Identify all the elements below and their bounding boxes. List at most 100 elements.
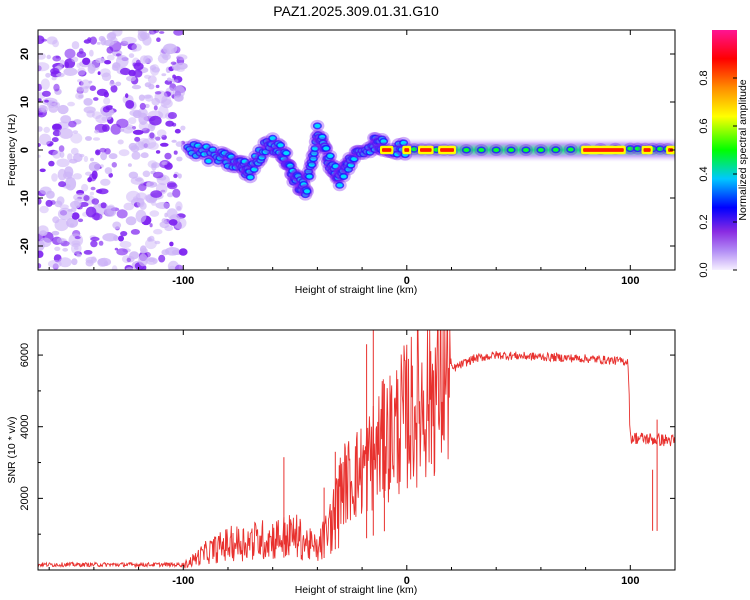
noise-blob bbox=[86, 110, 95, 118]
noise-blob bbox=[50, 200, 56, 205]
tone-peak bbox=[258, 155, 265, 160]
noise-blob bbox=[132, 129, 144, 135]
noise-blob bbox=[91, 198, 100, 205]
tone-peak bbox=[567, 147, 574, 152]
noise-blob bbox=[149, 223, 153, 228]
noise-blob bbox=[56, 196, 65, 206]
noise-blob bbox=[156, 129, 167, 138]
noise-blob bbox=[81, 183, 89, 192]
noise-blob bbox=[38, 98, 42, 102]
noise-blob bbox=[149, 115, 162, 126]
noise-blob bbox=[147, 257, 155, 263]
noise-blob bbox=[100, 178, 111, 186]
noise-blob bbox=[56, 72, 65, 78]
noise-blob bbox=[47, 260, 62, 268]
noise-blob bbox=[137, 31, 147, 42]
noise-blob bbox=[152, 171, 164, 179]
noise-blob bbox=[79, 153, 85, 158]
noise-blob bbox=[109, 80, 115, 87]
noise-blob bbox=[57, 168, 67, 181]
noise-blob bbox=[90, 236, 100, 242]
carrier-hot-red bbox=[404, 148, 410, 152]
x-tick-label: 100 bbox=[621, 575, 639, 587]
noise-blob bbox=[120, 231, 128, 237]
noise-blob bbox=[164, 212, 168, 218]
noise-blob bbox=[128, 53, 135, 58]
noise-blob bbox=[115, 81, 122, 87]
noise-blob bbox=[158, 104, 169, 119]
tone-peak bbox=[380, 139, 387, 144]
noise-blob bbox=[161, 218, 167, 224]
noise-blob bbox=[72, 130, 79, 134]
noise-blob bbox=[143, 94, 152, 99]
noise-blob bbox=[70, 132, 83, 144]
noise-blob bbox=[52, 130, 62, 137]
noise-blob bbox=[59, 59, 65, 66]
noise-blob bbox=[58, 257, 72, 268]
noise-blob bbox=[71, 41, 80, 50]
noise-blob bbox=[85, 206, 97, 218]
noise-blob bbox=[59, 128, 73, 139]
noise-blob bbox=[145, 238, 157, 250]
noise-blob bbox=[176, 206, 182, 211]
tone-peak bbox=[394, 152, 401, 157]
noise-blob bbox=[38, 133, 52, 146]
x-tick-label: 0 bbox=[404, 275, 410, 287]
noise-blob bbox=[100, 164, 104, 168]
noise-blob bbox=[71, 56, 79, 63]
noise-blob bbox=[71, 258, 78, 266]
noise-blob bbox=[150, 190, 163, 198]
noise-blob bbox=[108, 153, 118, 160]
x-tick-label: 0 bbox=[404, 575, 410, 587]
noise-blob bbox=[52, 55, 62, 62]
noise-blob bbox=[120, 128, 125, 132]
noise-blob bbox=[64, 48, 76, 59]
noise-blob bbox=[111, 162, 118, 168]
noise-blob bbox=[133, 196, 139, 201]
noise-blob bbox=[38, 104, 46, 113]
tone-peak bbox=[283, 151, 290, 156]
noise-blob bbox=[41, 90, 51, 97]
tone-peak bbox=[289, 169, 296, 173]
noise-blob bbox=[116, 248, 128, 256]
tone-peak bbox=[203, 144, 210, 149]
noise-blob bbox=[95, 57, 106, 64]
noise-blob bbox=[51, 230, 60, 236]
noise-blob bbox=[121, 36, 137, 45]
carrier-hot-red bbox=[583, 148, 624, 152]
noise-blob bbox=[173, 150, 178, 155]
noise-blob bbox=[52, 216, 60, 224]
noise-blob bbox=[64, 61, 70, 69]
noise-blob bbox=[74, 246, 79, 250]
noise-blob bbox=[83, 250, 93, 255]
noise-blob bbox=[83, 155, 89, 163]
noise-blob bbox=[100, 202, 107, 209]
noise-blob bbox=[125, 93, 129, 99]
noise-blob bbox=[164, 152, 172, 160]
noise-blob bbox=[175, 141, 183, 147]
noise-blob bbox=[52, 236, 62, 245]
noise-blob bbox=[38, 52, 46, 60]
noise-blob bbox=[43, 126, 50, 133]
noise-blob bbox=[171, 122, 177, 127]
tone-peak bbox=[323, 146, 330, 151]
noise-blob bbox=[38, 225, 49, 236]
noise-blob bbox=[151, 163, 157, 171]
noise-blob bbox=[177, 173, 182, 179]
noise-blob bbox=[118, 149, 130, 157]
noise-blob bbox=[131, 84, 142, 90]
noise-blob bbox=[150, 124, 154, 129]
tone-peak bbox=[523, 148, 529, 152]
noise-blob bbox=[125, 216, 137, 226]
noise-blob bbox=[76, 253, 82, 258]
noise-blob bbox=[53, 83, 60, 92]
noise-blob bbox=[116, 118, 129, 128]
noise-blob bbox=[172, 188, 181, 198]
snr-frame bbox=[37, 329, 676, 571]
noise-blob bbox=[90, 186, 96, 191]
noise-blob bbox=[85, 256, 98, 264]
noise-blob bbox=[91, 256, 97, 262]
noise-blob bbox=[71, 212, 80, 220]
noise-blob bbox=[110, 36, 118, 44]
x-tick-label: 100 bbox=[621, 275, 639, 287]
